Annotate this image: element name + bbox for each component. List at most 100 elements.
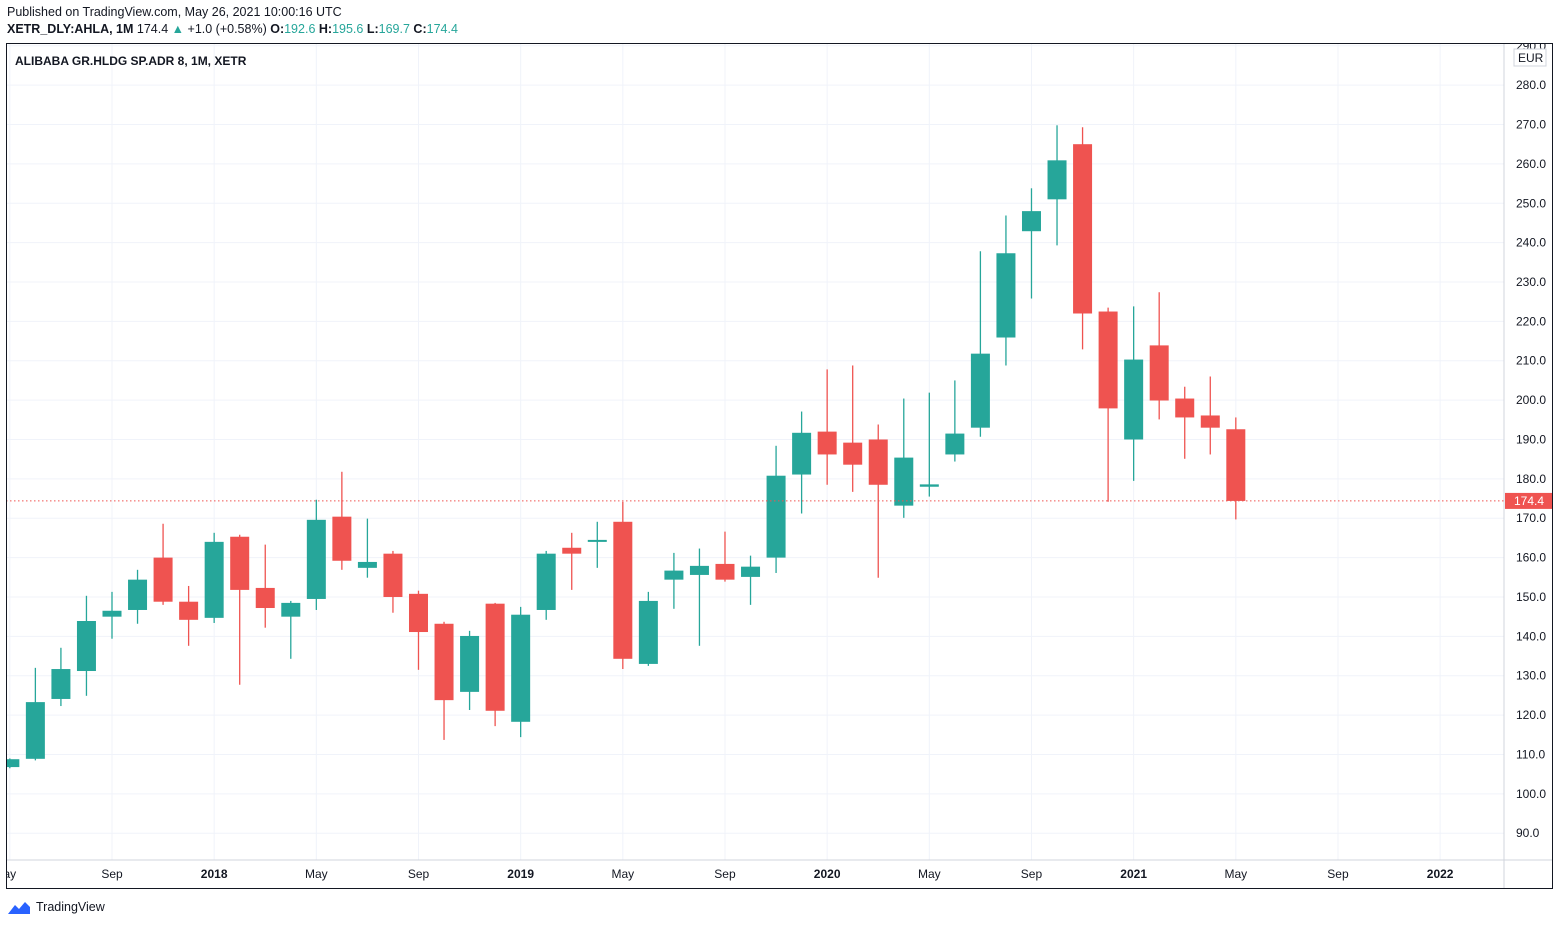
y-tick-label: 220.0 xyxy=(1516,314,1546,328)
open-label: O: xyxy=(270,22,285,36)
x-tick-label: May xyxy=(918,867,941,881)
currency-label: EUR xyxy=(1518,51,1544,65)
candle xyxy=(179,585,199,646)
candle xyxy=(715,531,735,582)
y-tick-label: 290.0 xyxy=(1516,43,1546,53)
y-tick-label: 140.0 xyxy=(1516,629,1546,643)
candle xyxy=(1124,306,1144,481)
currency-badge xyxy=(1513,48,1547,67)
candle-body xyxy=(562,547,582,554)
tradingview-logo[interactable]: TradingView xyxy=(6,899,105,915)
x-tick-label: 2019 xyxy=(507,867,534,881)
candle xyxy=(6,758,20,769)
candle-body xyxy=(1073,144,1093,314)
candle xyxy=(587,521,607,568)
candle-body xyxy=(894,457,914,506)
y-tick-label: 270.0 xyxy=(1516,118,1546,132)
candle xyxy=(51,647,71,707)
x-tick-label: Sep xyxy=(408,867,430,881)
candle xyxy=(76,595,96,696)
symbol-ohlc-line: XETR_DLY:AHLA, 1M 174.4 ▲ +1.0 (+0.58%) … xyxy=(7,22,458,36)
candle-body xyxy=(1226,429,1246,501)
candle-body xyxy=(102,610,122,617)
candle-body xyxy=(689,565,709,575)
candle-body xyxy=(485,603,505,711)
candle xyxy=(613,501,633,670)
candle-body xyxy=(128,579,148,610)
last-price-badge xyxy=(1505,492,1552,509)
candle xyxy=(153,523,173,605)
close-label: C: xyxy=(413,22,427,36)
candle xyxy=(485,602,505,727)
candle-body xyxy=(613,521,633,659)
x-tick-label: 2020 xyxy=(814,867,841,881)
candle-body xyxy=(945,433,965,455)
candle xyxy=(1200,376,1220,455)
y-tick-label: 260.0 xyxy=(1516,157,1546,171)
y-tick-label: 280.0 xyxy=(1516,78,1546,92)
candle xyxy=(638,591,658,666)
candle-body xyxy=(434,623,454,701)
candle-body xyxy=(76,621,96,672)
y-tick-label: 180.0 xyxy=(1516,472,1546,486)
candle-body xyxy=(996,253,1016,338)
candle xyxy=(383,550,403,613)
x-tick-label: 2021 xyxy=(1120,867,1147,881)
candle-body xyxy=(715,563,735,580)
candle-body xyxy=(843,442,863,465)
candle-body xyxy=(51,669,71,699)
chart-title: ALIBABA GR.HLDG SP.ADR 8, 1M, XETR xyxy=(15,54,247,68)
candle-body xyxy=(868,439,888,485)
y-tick-label: 210.0 xyxy=(1516,354,1546,368)
x-tick-label: Sep xyxy=(101,867,123,881)
candle-body xyxy=(179,601,199,620)
candle xyxy=(664,552,684,609)
candle xyxy=(1021,188,1041,299)
x-tick-label: Sep xyxy=(714,867,736,881)
candle-body xyxy=(281,602,301,617)
candle xyxy=(919,392,939,497)
x-tick-label: Sep xyxy=(1327,867,1349,881)
candle xyxy=(128,569,148,624)
candle-body xyxy=(357,561,377,568)
x-tick-label: 2022 xyxy=(1427,867,1454,881)
candle-body xyxy=(153,557,173,602)
up-triangle-icon: ▲ xyxy=(171,22,185,36)
candle xyxy=(562,532,582,590)
candle xyxy=(1149,292,1169,420)
candle-body xyxy=(1175,398,1195,418)
candle xyxy=(689,548,709,646)
high-label: H: xyxy=(318,22,333,36)
candle xyxy=(281,600,301,659)
x-tick-label: ay xyxy=(6,867,16,881)
candle xyxy=(230,534,250,685)
candle-body xyxy=(1047,160,1067,200)
candle xyxy=(1047,125,1067,246)
y-tick-label: 230.0 xyxy=(1516,275,1546,289)
candlestick-chart[interactable]: 90.0 100.0 110.0 120.0 130.0 140.0 150.0 160.0 1… xyxy=(6,43,1553,889)
candle-body xyxy=(638,600,658,664)
candle xyxy=(102,591,122,639)
candle xyxy=(945,380,965,462)
y-tick-label: 240.0 xyxy=(1516,236,1546,250)
candle-body xyxy=(383,553,403,597)
y-tick-label: 190.0 xyxy=(1516,432,1546,446)
candle-body xyxy=(408,593,428,633)
candle xyxy=(1073,127,1093,350)
chart-frame xyxy=(6,43,1553,889)
open-value: 192.6 xyxy=(284,22,316,36)
x-tick-label: May xyxy=(305,867,328,881)
x-tick-label: 2018 xyxy=(201,867,228,881)
candle xyxy=(255,544,275,628)
candle xyxy=(408,590,428,670)
last-price-label: 174.4 xyxy=(1514,494,1544,508)
candle xyxy=(332,471,352,570)
candle xyxy=(741,555,761,605)
candle-body xyxy=(332,516,352,561)
candle-body xyxy=(536,553,556,610)
candle-body xyxy=(741,566,761,577)
low-label: L: xyxy=(366,22,379,36)
y-tick-label: 160.0 xyxy=(1516,551,1546,565)
y-tick-label: 120.0 xyxy=(1516,708,1546,722)
y-tick-label: 110.0 xyxy=(1516,747,1545,761)
